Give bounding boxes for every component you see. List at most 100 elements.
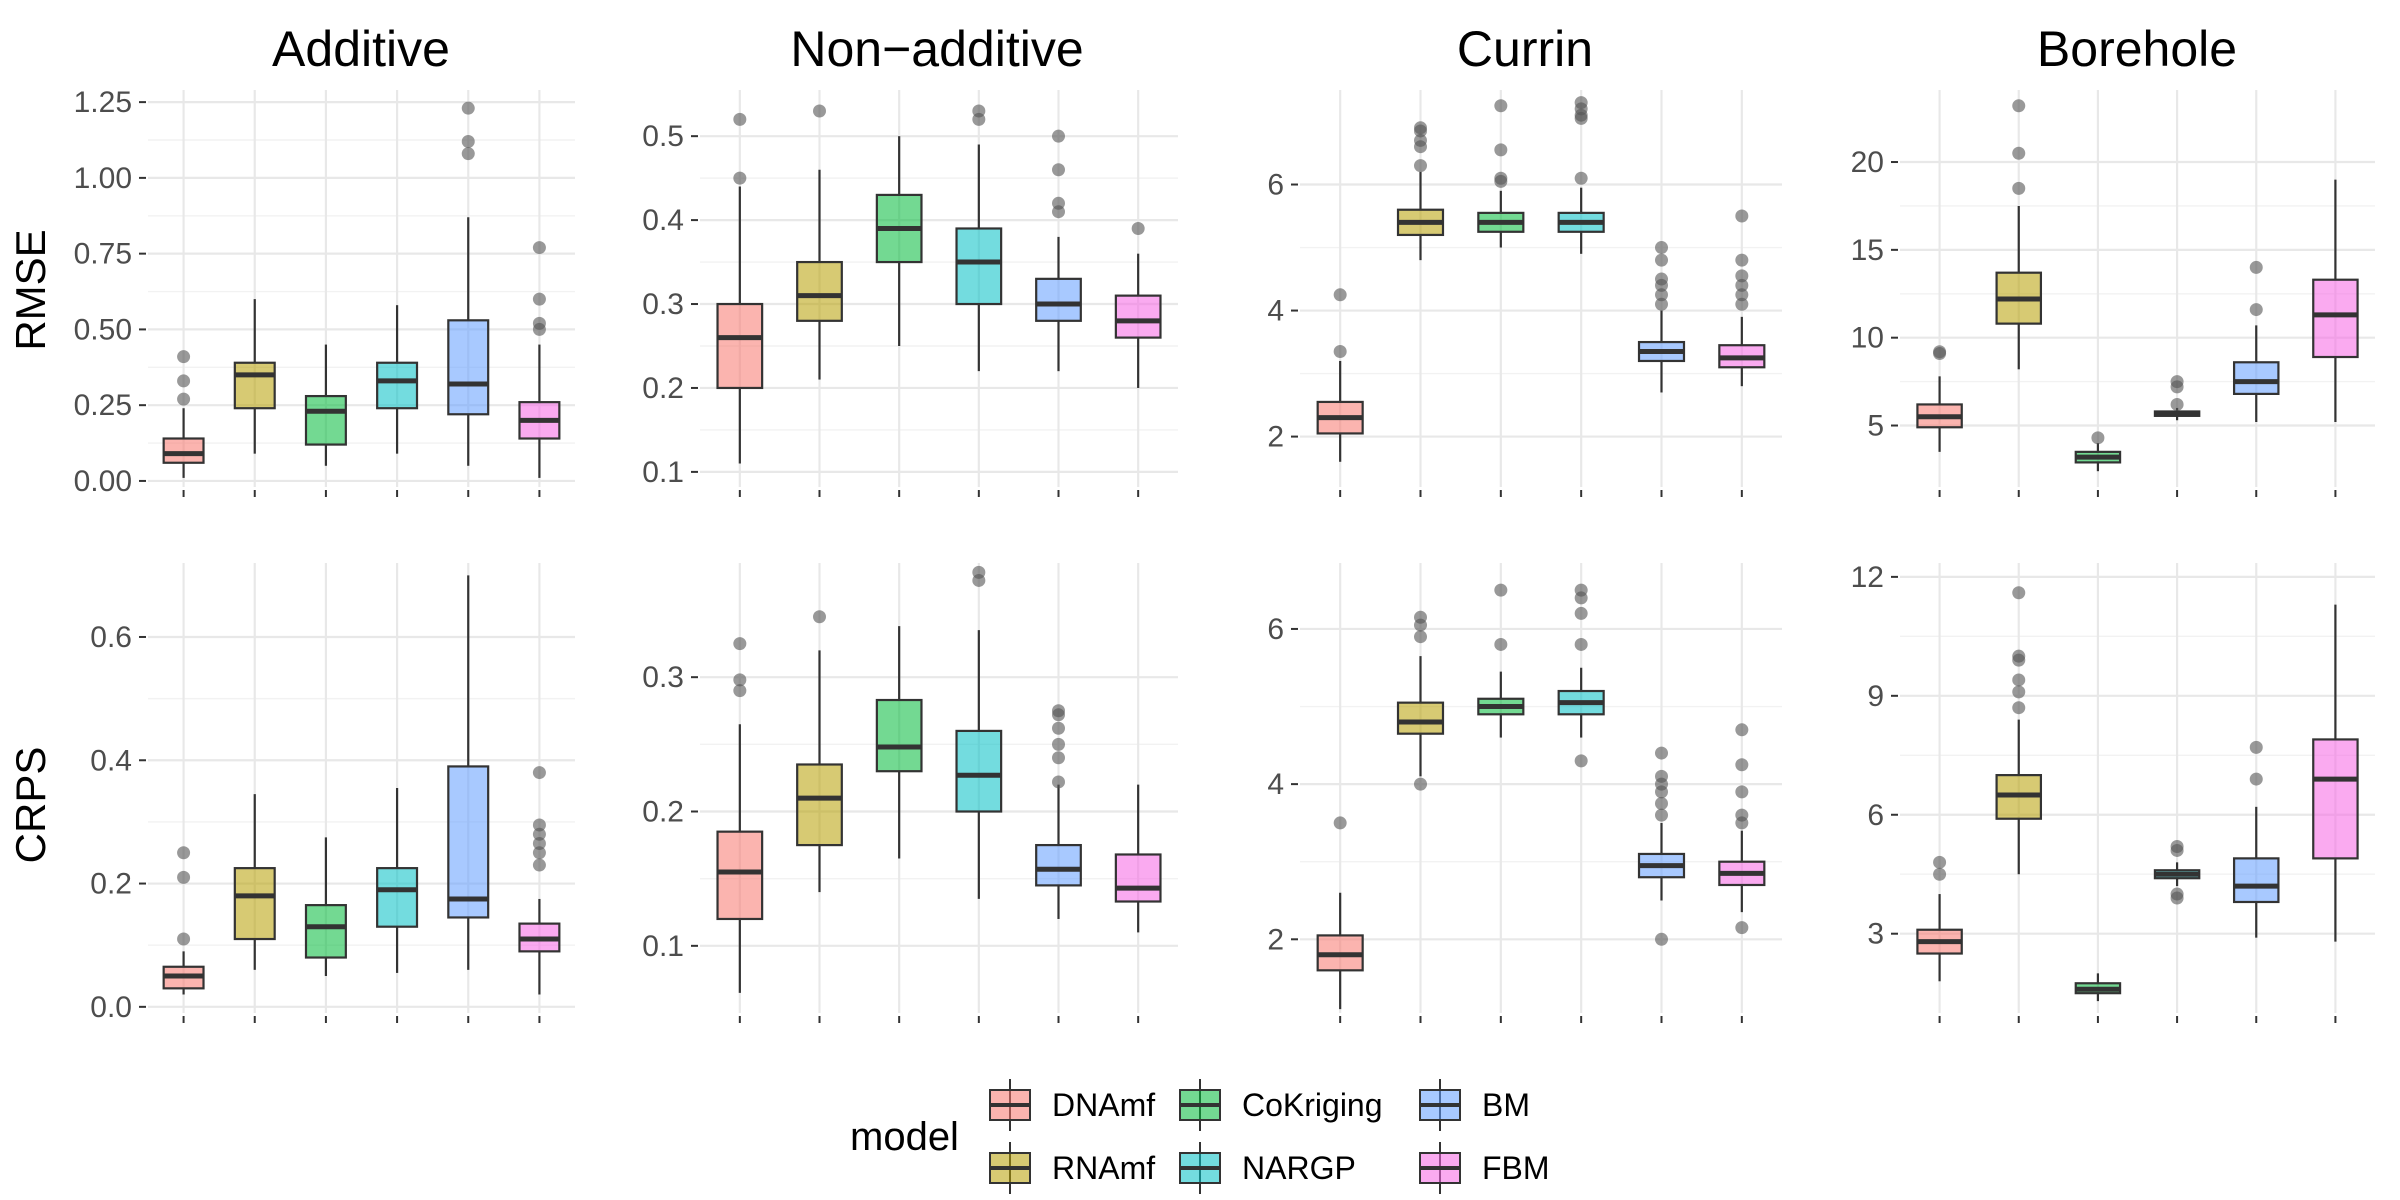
outlier-point	[1574, 171, 1588, 185]
box-iqr	[304, 904, 347, 959]
box-iqr	[955, 227, 1003, 306]
box-cokriging	[875, 136, 923, 497]
outlier-point	[2249, 740, 2263, 754]
box-iqr	[2232, 857, 2280, 904]
gridlines-borehole-rmse	[1900, 90, 2375, 487]
panel-borehole-crps: 3 6 9 12	[1851, 561, 2375, 1023]
box-cokriging	[2074, 973, 2122, 1023]
y-tick-label: 0.4	[642, 204, 684, 237]
box-rnamf	[796, 610, 843, 1023]
outlier-point	[532, 241, 546, 255]
outlier-point	[532, 836, 546, 850]
box-nargp	[376, 305, 419, 497]
box-rnamf	[1396, 610, 1445, 1023]
outlier-point	[1574, 754, 1588, 768]
box-nargp	[955, 104, 1003, 497]
outlier-point	[1655, 797, 1668, 811]
legend-label: RNAmf	[1052, 1150, 1155, 1186]
column-title-borehole: Borehole	[2037, 21, 2237, 77]
legend-label: DNAmf	[1052, 1087, 1155, 1123]
outlier-point	[532, 827, 546, 841]
outlier-point	[2012, 701, 2026, 715]
outlier-point	[1574, 583, 1588, 597]
outlier-point	[1735, 278, 1749, 292]
box-dnamf	[1916, 345, 1963, 497]
outlier-point	[1933, 855, 1947, 869]
box-iqr	[955, 729, 1003, 813]
panel-non-additive-crps: 0.1 0.2 0.3	[642, 563, 1178, 1023]
y-tick-label: 6	[1867, 799, 1884, 832]
outlier-point	[532, 316, 546, 330]
outlier-point	[461, 101, 475, 115]
column-title-currin: Currin	[1457, 21, 1593, 77]
outlier-point	[1735, 921, 1749, 935]
y-tick-label: 0.3	[642, 288, 684, 321]
outlier-point	[1414, 777, 1427, 791]
outlier-point	[177, 870, 191, 884]
box-fbm	[2312, 604, 2359, 1023]
panel-non-additive-rmse: 0.1 0.2 0.3 0.4 0.5	[642, 90, 1178, 497]
outlier-point	[1655, 272, 1668, 286]
outlier-point	[1655, 253, 1668, 267]
outlier-point	[1655, 241, 1668, 255]
box-dnamf	[162, 350, 205, 497]
outlier-point	[2170, 375, 2184, 389]
box-nargp	[2153, 839, 2201, 1023]
legend-label: BM	[1482, 1087, 1530, 1123]
box-bm	[1637, 241, 1686, 497]
box-iqr	[1114, 294, 1162, 339]
box-cokriging	[304, 344, 347, 497]
outlier-point	[1735, 269, 1749, 283]
box-fbm	[1718, 209, 1766, 497]
outlier-point	[1131, 221, 1145, 235]
outlier-point	[1414, 159, 1427, 173]
outlier-point	[1655, 808, 1668, 822]
outlier-point	[1655, 288, 1668, 302]
outlier-point	[1052, 721, 1065, 735]
box-fbm	[2312, 179, 2359, 497]
panel-currin-crps: 2 4 6	[1267, 563, 1782, 1023]
outlier-point	[1494, 99, 1508, 113]
box-iqr	[716, 302, 764, 390]
box-bm	[447, 101, 490, 497]
y-tick-label: 0.25	[74, 389, 132, 422]
box-iqr	[447, 765, 490, 919]
box-rnamf	[233, 299, 276, 497]
y-tick-label: 15	[1851, 234, 1884, 267]
outlier-point	[2249, 260, 2263, 274]
outlier-point	[972, 104, 986, 118]
y-tick-label: 0.6	[90, 621, 132, 654]
box-rnamf	[796, 104, 843, 497]
box-rnamf	[1995, 99, 2043, 497]
outlier-point	[1414, 121, 1427, 135]
box-iqr	[447, 319, 490, 416]
outlier-point	[532, 818, 546, 832]
y-tick-label: 9	[1867, 680, 1884, 713]
box-iqr	[796, 260, 843, 322]
y-tick-label: 0.1	[642, 930, 684, 963]
outlier-point	[1333, 288, 1347, 302]
column-title-non-additive: Non−additive	[790, 21, 1083, 77]
box-iqr	[1035, 277, 1082, 322]
box-iqr	[376, 867, 419, 928]
panel-additive-rmse: 0.00 0.25 0.50 0.75 1.00 1.25	[74, 86, 575, 498]
box-iqr	[875, 698, 923, 773]
y-tick-label: 0.75	[74, 238, 132, 271]
box-iqr	[233, 867, 276, 941]
outlier-point	[1933, 867, 1947, 881]
outlier-point	[813, 610, 826, 624]
box-dnamf	[716, 637, 764, 1023]
box-iqr	[233, 361, 276, 410]
box-bm	[2232, 260, 2280, 497]
box-cokriging	[304, 837, 347, 1023]
outlier-point	[2170, 839, 2184, 853]
outlier-point	[1494, 143, 1508, 157]
outlier-point	[1735, 253, 1749, 267]
outlier-point	[177, 350, 191, 364]
row-label-rmse: RMSE	[7, 229, 54, 350]
y-tick-label: 4	[1267, 768, 1284, 801]
outlier-point	[2091, 431, 2105, 445]
outlier-point	[177, 846, 191, 860]
y-tick-label: 0.5	[642, 120, 684, 153]
